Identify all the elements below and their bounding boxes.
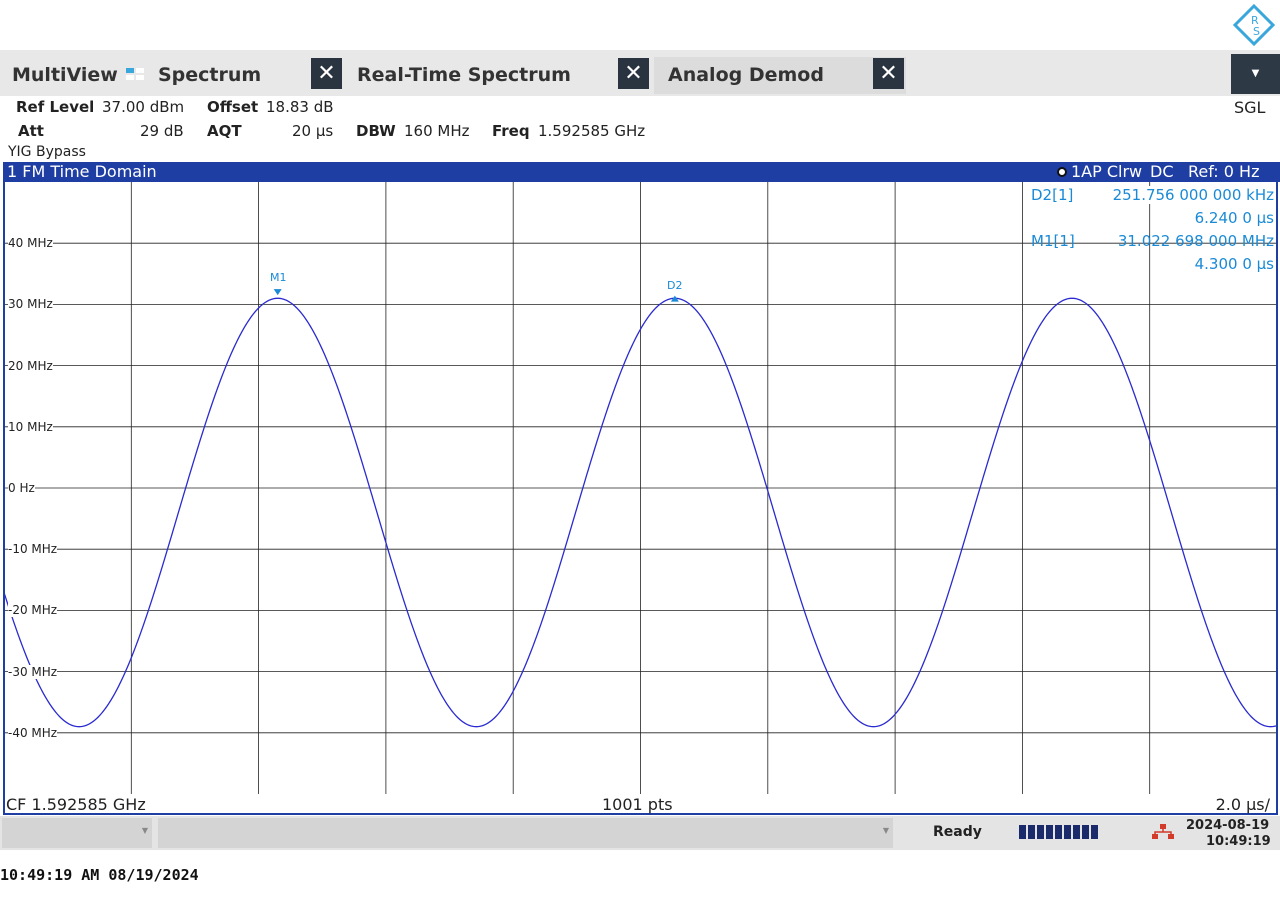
aqt-label: AQT — [207, 122, 242, 140]
capture-timestamp: 10:49:19 AM 08/19/2024 — [0, 866, 199, 884]
rohde-schwarz-logo-icon: R S — [1233, 4, 1275, 46]
tab-realtime-spectrum[interactable]: Real-Time Spectrum — [357, 64, 571, 86]
att-label: Att — [18, 122, 44, 140]
svg-text:R: R — [1251, 14, 1259, 27]
marker-d2-triangle — [670, 295, 679, 302]
diagram-title-bar: 1 FM Time Domain 1AP Clrw DC Ref: 0 Hz — [3, 162, 1280, 182]
ref-level-label: Ref Level — [16, 98, 95, 116]
marker-d2-name: D2[1] — [1031, 186, 1074, 204]
plot-grid — [4, 182, 1277, 794]
progress-block — [1019, 825, 1026, 839]
marker-d2-time: 6.240 0 µs — [1194, 209, 1274, 227]
progress-block — [1091, 825, 1098, 839]
close-realtime-tab-icon[interactable]: ✕ — [618, 58, 649, 89]
multiview-grid-icon — [126, 68, 144, 80]
diagram-title: 1 FM Time Domain — [7, 162, 157, 181]
network-icon — [1152, 824, 1174, 839]
marker-m1-time: 4.300 0 µs — [1194, 255, 1274, 273]
progress-block — [1037, 825, 1044, 839]
y-tick-label: 30 MHz — [8, 297, 53, 312]
ref-level-value: 37.00 dBm — [102, 98, 185, 116]
time-scale: 2.0 µs/ — [1215, 795, 1270, 814]
marker-m1-triangle — [273, 289, 282, 296]
progress-block — [1028, 825, 1035, 839]
status-ready: Ready — [933, 824, 982, 840]
y-tick-label: 40 MHz — [8, 236, 53, 251]
status-dropdown-1[interactable]: ▼ — [2, 818, 152, 848]
aqt-value: 20 µs — [292, 122, 334, 140]
marker-m1-value: 31.022 698 000 MHz — [1117, 232, 1274, 250]
progress-block — [1082, 825, 1089, 839]
tab-analog-demod[interactable]: Analog Demod — [668, 64, 824, 86]
offset-value: 18.83 dB — [266, 98, 334, 116]
y-tick-label: -20 MHz — [8, 603, 58, 618]
y-tick-label: -10 MHz — [8, 542, 58, 557]
center-frequency: CF 1.592585 GHz — [6, 795, 146, 814]
trace-info: 1AP Clrw — [1071, 162, 1143, 181]
y-tick-label: 0 Hz — [8, 481, 35, 495]
marker-d2-value: 251.756 000 000 kHz — [1112, 186, 1274, 204]
close-spectrum-tab-icon[interactable]: ✕ — [311, 58, 342, 89]
freq-label: Freq — [492, 122, 530, 140]
y-tick-label: 10 MHz — [8, 419, 53, 434]
diagram-footer: CF 1.592585 GHz 1001 pts 2.0 µs/ — [3, 795, 1278, 814]
chevron-down-icon[interactable]: ▼ — [1231, 54, 1280, 94]
chevron-down-icon: ▼ — [141, 826, 148, 835]
offset-label: Offset — [207, 98, 259, 116]
status-time: 10:49:19 — [1206, 834, 1271, 849]
marker-m1-label[interactable]: M1 — [270, 271, 287, 284]
tab-spectrum[interactable]: Spectrum — [158, 64, 262, 86]
progress-block — [1064, 825, 1071, 839]
progress-bar-icon — [1019, 825, 1098, 839]
dbw-value: 160 MHz — [404, 122, 470, 140]
trace-indicator-icon — [1057, 167, 1067, 177]
fm-time-domain-plot[interactable] — [0, 182, 1280, 796]
status-date: 2024-08-19 — [1186, 818, 1270, 833]
sweep-mode-sgl: SGL — [1234, 98, 1266, 117]
progress-block — [1046, 825, 1053, 839]
freq-value: 1.592585 GHz — [538, 122, 646, 140]
ref-value: Ref: 0 Hz — [1188, 162, 1260, 181]
dbw-label: DBW — [356, 122, 396, 140]
progress-block — [1073, 825, 1080, 839]
coupling-dc: DC — [1150, 162, 1174, 181]
marker-d2-label[interactable]: D2 — [667, 279, 683, 292]
tab-analog-demod-active[interactable] — [654, 57, 906, 94]
tab-multiview[interactable]: MultiView — [12, 64, 118, 86]
y-tick-label: -30 MHz — [8, 664, 58, 679]
att-value: 29 dB — [140, 122, 184, 140]
marker-m1-name: M1[1] — [1031, 232, 1075, 250]
y-tick-label: 20 MHz — [8, 358, 53, 373]
svg-text:S: S — [1253, 25, 1260, 38]
sweep-points: 1001 pts — [602, 795, 673, 814]
status-dropdown-2[interactable]: ▼ — [158, 818, 893, 848]
fm-trace-line — [3, 297, 1278, 728]
close-analog-tab-icon[interactable]: ✕ — [873, 58, 904, 89]
y-tick-label: -40 MHz — [8, 725, 58, 740]
chevron-down-icon: ▼ — [882, 826, 889, 835]
yig-bypass-label: YIG Bypass — [8, 144, 86, 160]
progress-block — [1055, 825, 1062, 839]
